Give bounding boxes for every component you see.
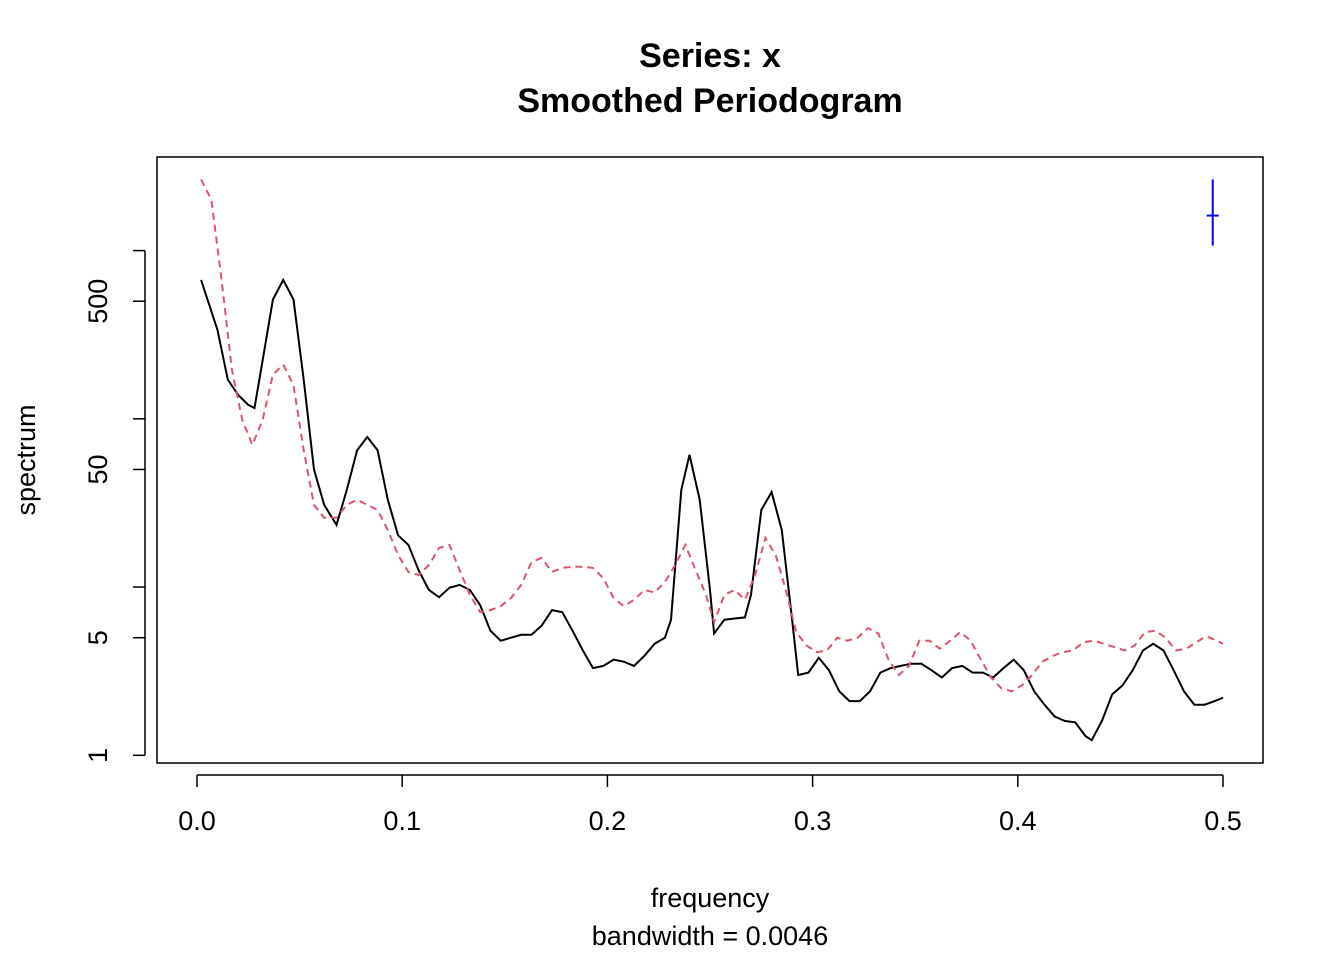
x-axis-sublabel: bandwidth = 0.0046 bbox=[592, 921, 828, 951]
x-tick-label: 0.1 bbox=[383, 806, 421, 836]
series-line bbox=[200, 178, 1224, 693]
x-tick-label: 0.5 bbox=[1204, 806, 1242, 836]
y-tick-label: 50 bbox=[83, 454, 113, 484]
y-axis-label: spectrum bbox=[11, 404, 41, 515]
x-tick-label: 0.4 bbox=[999, 806, 1037, 836]
x-axis-label: frequency bbox=[651, 883, 770, 913]
x-tick-label: 0.2 bbox=[589, 806, 627, 836]
x-tick-label: 0.0 bbox=[178, 806, 216, 836]
y-tick-label: 5 bbox=[83, 630, 113, 645]
x-tick-label: 0.3 bbox=[794, 806, 832, 836]
y-tick-label: 500 bbox=[83, 279, 113, 324]
chart-subtitle: Smoothed Periodogram bbox=[517, 82, 902, 120]
chart-title: Series: x bbox=[639, 37, 781, 75]
y-tick-label: 1 bbox=[83, 748, 113, 763]
series-line bbox=[200, 277, 1224, 742]
plot-box bbox=[156, 156, 1264, 764]
